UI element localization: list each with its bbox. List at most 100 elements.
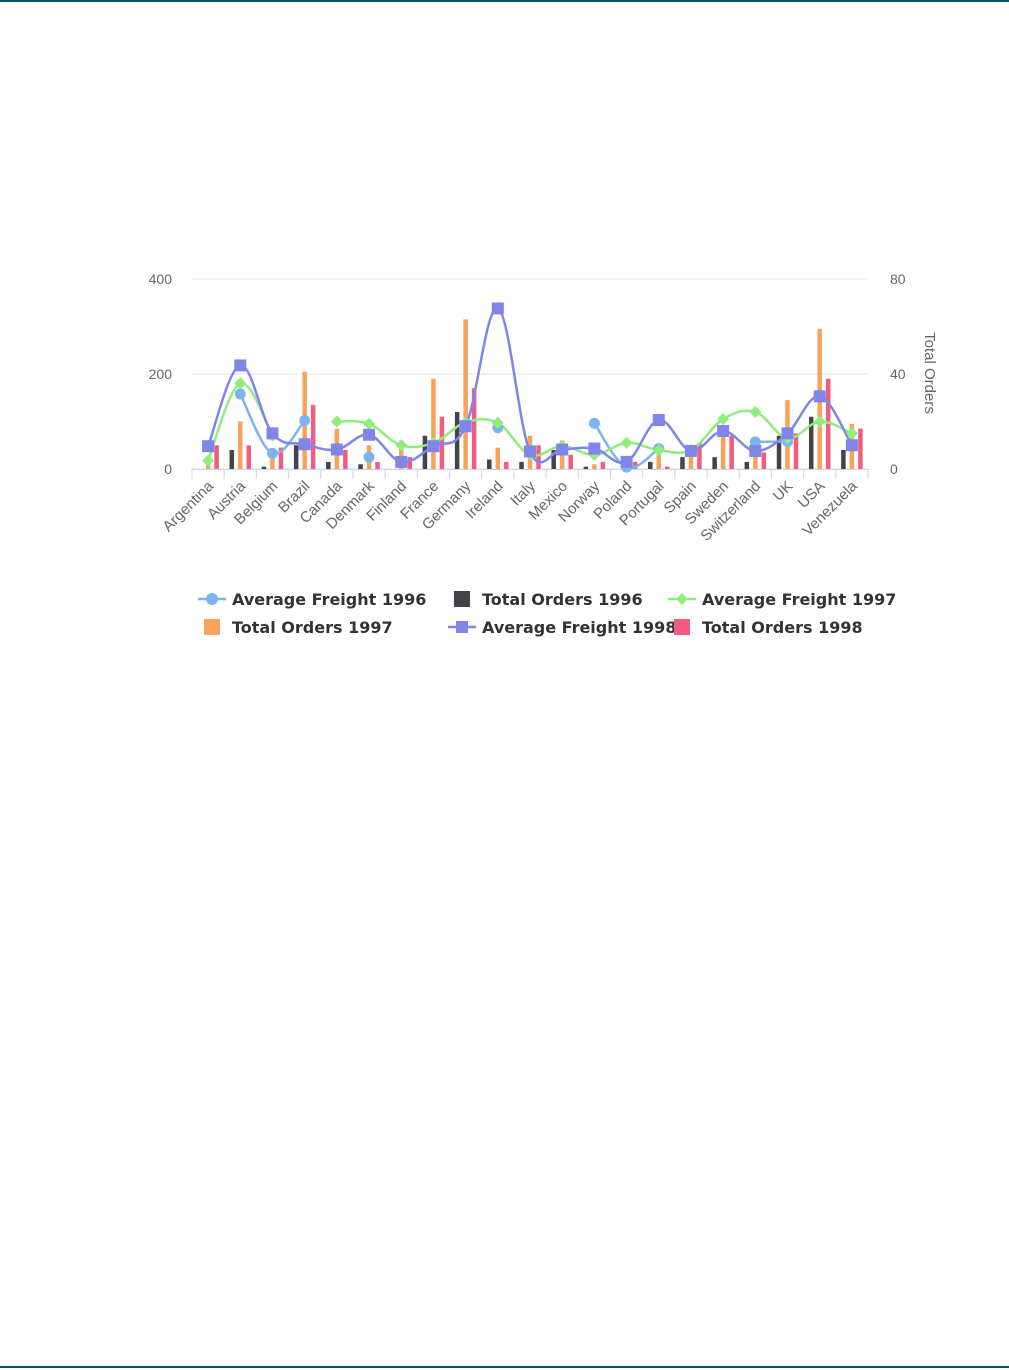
marker-average-freight-1997-sweden[interactable]: [717, 413, 730, 426]
bar-total-orders-1998-portugal[interactable]: [665, 466, 670, 469]
bar-total-orders-1996-switzerland[interactable]: [744, 461, 750, 469]
legend-label: Average Freight 1996: [232, 589, 427, 609]
marker-average-freight-1998-austria[interactable]: [234, 359, 247, 372]
marker-average-freight-1998-belgium[interactable]: [266, 427, 279, 440]
left-y-axis: 0 200 400: [149, 271, 173, 477]
legend-item-total-orders-1998[interactable]: Total Orders 1998: [668, 616, 918, 638]
marker-average-freight-1997-venezuela[interactable]: [845, 427, 858, 440]
bar-total-orders-1996-denmark[interactable]: [358, 464, 363, 469]
legend-item-average-freight-1997[interactable]: Average Freight 1997: [668, 588, 918, 610]
marker-average-freight-1998-portugal[interactable]: [652, 414, 665, 427]
bar-total-orders-1998-switzerland[interactable]: [761, 452, 767, 469]
bar-total-orders-1996-mexico[interactable]: [551, 450, 556, 469]
bar-total-orders-1997-france[interactable]: [431, 378, 436, 469]
marker-average-freight-1997-denmark[interactable]: [363, 417, 376, 430]
marker-average-freight-1998-venezuela[interactable]: [845, 439, 858, 452]
bar-total-orders-1997-norway[interactable]: [592, 464, 597, 469]
bar-total-orders-1998-belgium[interactable]: [278, 447, 284, 469]
legend-label: Average Freight 1998: [482, 617, 677, 637]
bar-total-orders-1996-austria[interactable]: [229, 450, 235, 469]
marker-average-freight-1997-ireland[interactable]: [491, 416, 504, 429]
marker-average-freight-1997-poland[interactable]: [620, 436, 633, 449]
marker-average-freight-1998-germany[interactable]: [459, 420, 472, 433]
marker-average-freight-1998-usa[interactable]: [813, 390, 826, 403]
bar-total-orders-1996-uk[interactable]: [776, 435, 782, 469]
bar-total-orders-1998-denmark[interactable]: [375, 461, 380, 469]
bar-total-orders-1998-ireland[interactable]: [504, 461, 509, 469]
bar-total-orders-1998-italy[interactable]: [536, 445, 541, 469]
marker-average-freight-1997-usa[interactable]: [813, 415, 826, 428]
marker-average-freight-1996-switzerland[interactable]: [749, 436, 761, 448]
marker-average-freight-1998-italy[interactable]: [524, 445, 536, 458]
line-markers: [202, 302, 858, 473]
bar-total-orders-1998-mexico[interactable]: [568, 454, 573, 469]
marker-average-freight-1998-argentina[interactable]: [202, 440, 215, 453]
legend-item-total-orders-1997[interactable]: Total Orders 1997: [198, 616, 448, 638]
marker-average-freight-1998-poland[interactable]: [620, 455, 633, 468]
bar-total-orders-1997-switzerland[interactable]: [753, 454, 758, 469]
marker-average-freight-1996-austria[interactable]: [234, 388, 246, 400]
marker-average-freight-1997-austria[interactable]: [234, 377, 247, 390]
marker-average-freight-1998-switzerland[interactable]: [749, 444, 762, 457]
bar-total-orders-1997-portugal[interactable]: [656, 452, 662, 469]
marker-average-freight-1997-portugal[interactable]: [652, 444, 665, 456]
marker-average-freight-1996-brazil[interactable]: [299, 415, 311, 427]
bar-total-orders-1997-austria[interactable]: [238, 421, 243, 470]
legend-item-average-freight-1998[interactable]: Average Freight 1998: [448, 616, 676, 638]
bar-total-orders-1998-poland[interactable]: [632, 461, 638, 469]
marker-average-freight-1997-switzerland[interactable]: [749, 406, 762, 418]
bar-total-orders-1996-usa[interactable]: [808, 416, 814, 469]
marker-average-freight-1998-brazil[interactable]: [298, 438, 311, 451]
right-y-axis: 0 40 80: [890, 271, 906, 477]
x-axis: ArgentinaAustriaBelgiumBrazilCanadaDenma…: [159, 469, 869, 545]
marker-average-freight-1998-france[interactable]: [427, 440, 440, 453]
marker-average-freight-1998-canada[interactable]: [330, 443, 343, 456]
legend-item-total-orders-1996[interactable]: Total Orders 1996: [448, 588, 668, 610]
bar-total-orders-1998-norway[interactable]: [600, 461, 606, 469]
bar-total-orders-1996-portugal[interactable]: [648, 461, 653, 469]
bottom-rule: [0, 1366, 1009, 1368]
marker-average-freight-1996-norway[interactable]: [588, 417, 600, 429]
bar-total-orders-1997-ireland[interactable]: [495, 447, 501, 469]
bar-total-orders-1998-canada[interactable]: [343, 450, 348, 469]
bar-total-orders-1998-uk[interactable]: [793, 433, 799, 469]
bar-total-orders-1997-finland[interactable]: [398, 440, 404, 470]
bar-total-orders-1998-austria[interactable]: [246, 445, 252, 469]
marker-average-freight-1996-belgium[interactable]: [266, 447, 278, 459]
bar-total-orders-1996-belgium[interactable]: [261, 466, 267, 469]
marker-average-freight-1998-norway[interactable]: [588, 442, 601, 455]
marker-average-freight-1998-uk[interactable]: [781, 427, 794, 440]
marker-average-freight-1998-ireland[interactable]: [491, 302, 504, 315]
marker-average-freight-1998-spain[interactable]: [684, 444, 697, 457]
bar-total-orders-1996-brazil[interactable]: [293, 445, 299, 469]
marker-average-freight-1998-sweden[interactable]: [717, 425, 730, 437]
bar-total-orders-1996-spain[interactable]: [680, 457, 685, 469]
marker-average-freight-1998-mexico[interactable]: [556, 443, 569, 456]
x-tick-label: UK: [770, 478, 797, 505]
bar-total-orders-1998-venezuela[interactable]: [858, 428, 863, 469]
bar-total-orders-1996-sweden[interactable]: [712, 457, 717, 469]
bar-total-orders-1996-venezuela[interactable]: [841, 450, 846, 469]
marker-average-freight-1996-denmark[interactable]: [363, 451, 375, 463]
marker-average-freight-1998-finland[interactable]: [395, 455, 408, 468]
bar-total-orders-1997-spain[interactable]: [688, 445, 694, 469]
bar-total-orders-1997-germany[interactable]: [463, 319, 468, 469]
bar-total-orders-1997-belgium[interactable]: [270, 452, 275, 469]
marker-average-freight-1997-canada[interactable]: [330, 415, 343, 428]
bar-total-orders-1996-ireland[interactable]: [487, 459, 492, 470]
bar-total-orders-1998-germany[interactable]: [471, 388, 477, 469]
bar-total-orders-1998-spain[interactable]: [697, 442, 702, 469]
bar-total-orders-1998-brazil[interactable]: [310, 404, 316, 469]
bar-total-orders-1998-finland[interactable]: [407, 457, 412, 469]
legend-item-average-freight-1996[interactable]: Average Freight 1996: [198, 588, 448, 610]
bar-total-orders-1997-sweden[interactable]: [720, 435, 726, 469]
bar-total-orders-1996-canada[interactable]: [326, 461, 331, 469]
bar-total-orders-1998-argentina[interactable]: [214, 445, 219, 469]
bar-total-orders-1996-norway[interactable]: [583, 466, 589, 469]
marker-average-freight-1997-argentina[interactable]: [202, 454, 215, 467]
combo-chart: ArgentinaAustriaBelgiumBrazilCanadaDenma…: [149, 271, 938, 545]
bar-total-orders-1996-italy[interactable]: [519, 461, 524, 469]
marker-average-freight-1997-finland[interactable]: [395, 439, 408, 452]
marker-average-freight-1998-denmark[interactable]: [363, 428, 376, 441]
bar-total-orders-1998-sweden[interactable]: [729, 435, 734, 469]
